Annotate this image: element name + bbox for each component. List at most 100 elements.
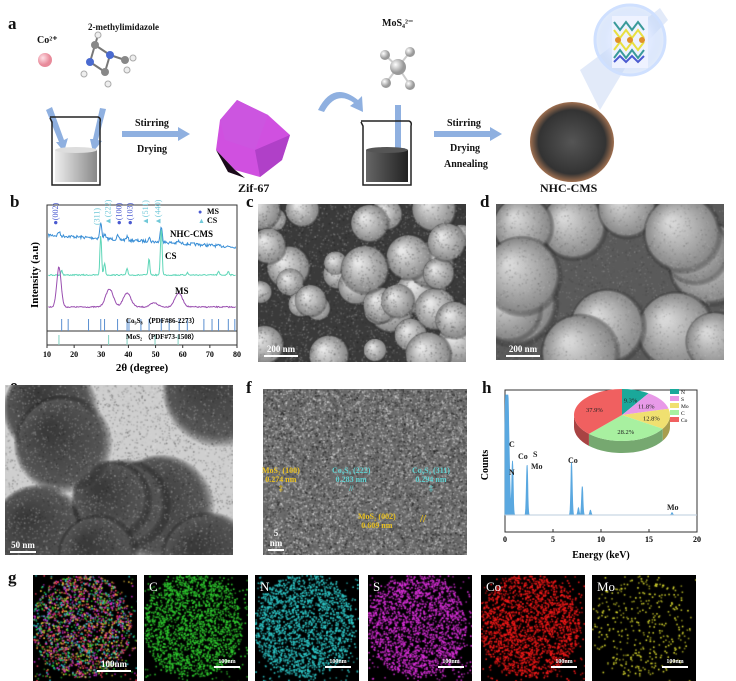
scale-bar-label: 100nm: [442, 659, 460, 665]
beaker-icon: [49, 116, 101, 186]
nhc-cms-particle-icon: [530, 3, 668, 182]
peak-label: Mo: [667, 503, 679, 512]
mos4-label: MoS₄²⁻: [382, 18, 414, 29]
scale-bar-d: 200 nm: [506, 344, 540, 357]
y-axis-label: Intensity (a.u): [29, 242, 41, 308]
lattice-spacing-label: 0.609 nm: [361, 521, 393, 530]
x-tick-label: 70: [206, 350, 214, 359]
x-axis-label: 2θ (degree): [116, 362, 169, 374]
lattice-plane-label: Co₉S₈ (222): [332, 466, 371, 475]
pie-slice-s: [622, 393, 669, 415]
pie-slice-side-co: [574, 415, 589, 446]
hrtem-image-f: [263, 389, 467, 555]
step2-annealing-label: Annealing: [444, 159, 488, 170]
pie-slice-n: [622, 389, 649, 415]
panel-label-g: g: [8, 568, 17, 587]
peak-label: Co: [568, 456, 578, 465]
pie-value-label: 37.9%: [586, 407, 603, 414]
pie-slice-mo: [622, 408, 670, 429]
lattice-spacing-label: 0.283 nm: [335, 475, 367, 484]
scale-bar: 100nm: [551, 659, 577, 668]
sem-image-c: [258, 204, 466, 362]
lattice-spacing-label: 0.274 nm: [265, 475, 297, 484]
beaker-icon: [360, 120, 412, 186]
peak-label: S: [533, 450, 538, 459]
x-tick-label: 60: [179, 350, 187, 359]
peak-label: Co: [518, 452, 528, 461]
x-tick-label: 50: [152, 350, 160, 359]
scale-bar: 100nm: [438, 659, 464, 668]
legend-label: MS: [207, 207, 220, 216]
peak-annotation: ▲(440): [153, 199, 162, 225]
panel-label-d: d: [480, 192, 490, 211]
lattice-fringe-marker-icon: ‡: [428, 484, 433, 493]
pie-value-label: 28.2%: [617, 429, 634, 436]
scale-bar-label: 100nm: [666, 659, 684, 665]
xrd-curve-nhc-cms: [47, 222, 237, 250]
legend-label: CS: [207, 216, 218, 225]
panel-label-f: f: [246, 378, 252, 397]
lattice-annotation-co9s8-222: Co₉S₈ (222) 0.283 nm//: [332, 466, 370, 493]
imidazole-molecule-icon: [80, 31, 137, 88]
cobalt-ion-icon: [38, 53, 52, 67]
peak-annotation: ▲(222): [104, 199, 113, 225]
map-element-label: N: [260, 579, 270, 594]
legend-label: Mo: [681, 404, 689, 410]
arrow-icon: [46, 92, 502, 158]
peak-annotation: ▲(511): [141, 200, 150, 225]
scale-bar-label: 200 nm: [266, 344, 296, 354]
synthesis-scheme: [38, 3, 668, 186]
pie-value-label: 11.8%: [638, 404, 655, 411]
peak-annotation: ●(002): [51, 203, 60, 225]
scale-bar-label: 50 nm: [11, 540, 35, 550]
lattice-fringe-marker-icon: //: [420, 513, 427, 525]
scale-bar-c: 200 nm: [264, 344, 298, 357]
peak-label: Mo: [531, 462, 543, 471]
crystal-structure-icon: [612, 16, 648, 68]
lattice-fringe-marker-icon: ‡: [278, 484, 283, 493]
scale-bar-e: 50 nm: [10, 540, 36, 553]
eds-map-c: [144, 575, 248, 681]
legend-swatch: [670, 396, 679, 401]
map-element-label: Mo: [597, 579, 616, 594]
pie-value-label: 12.8%: [643, 416, 660, 423]
panel-label-h: h: [482, 378, 492, 397]
eds-map-s: [368, 575, 472, 681]
step2-stirring-label: Stirring: [447, 118, 481, 129]
lattice-fringe-marker-icon: //: [348, 484, 354, 493]
x-tick-label: 5: [551, 535, 555, 544]
lattice-plane-label: MoS₂ (100): [262, 466, 300, 475]
series-label-nhc-cms: NHC-CMS: [170, 229, 213, 239]
step2-drying-label: Drying: [450, 143, 480, 154]
legend-marker: ▲: [198, 217, 205, 225]
lattice-annotation-mos2-002: MoS₂ (002) 0.609 nm: [358, 512, 396, 530]
step1-stirring-label: Stirring: [135, 118, 169, 129]
pie-slice-c: [588, 415, 663, 441]
xrd-curve-cs: [48, 229, 236, 277]
reference-label: Co₉S₈ （PDF#86-2273）: [126, 317, 199, 325]
tem-image-e: [5, 385, 233, 555]
step1-drying-label: Drying: [137, 144, 167, 155]
scale-bar-label: 200 nm: [508, 344, 538, 354]
plot-frame: [46, 204, 238, 346]
x-tick-label: 20: [70, 350, 78, 359]
x-axis-label: Energy (keV): [572, 550, 630, 561]
legend-swatch: [670, 417, 679, 422]
panel-label-a: a: [8, 14, 17, 33]
scale-bar-label: 100nm: [555, 659, 573, 665]
peak-label: C: [509, 440, 515, 449]
x-tick-label: 15: [645, 535, 653, 544]
x-tick-label: 0: [503, 535, 507, 544]
x-tick-label: 40: [124, 350, 132, 359]
pie-slice-side-c: [588, 428, 663, 453]
legend-marker: ●: [198, 208, 202, 216]
legend-swatch: [670, 403, 679, 408]
map-element-label: Co: [486, 579, 502, 594]
scale-bar: 100nm: [214, 659, 240, 668]
x-tick-label: 30: [97, 350, 105, 359]
eds-map-mo: [592, 575, 696, 681]
peak-annotation: (311): [93, 208, 102, 225]
sem-image-d: [496, 204, 724, 360]
pie-value-label: 9.3%: [624, 398, 638, 405]
